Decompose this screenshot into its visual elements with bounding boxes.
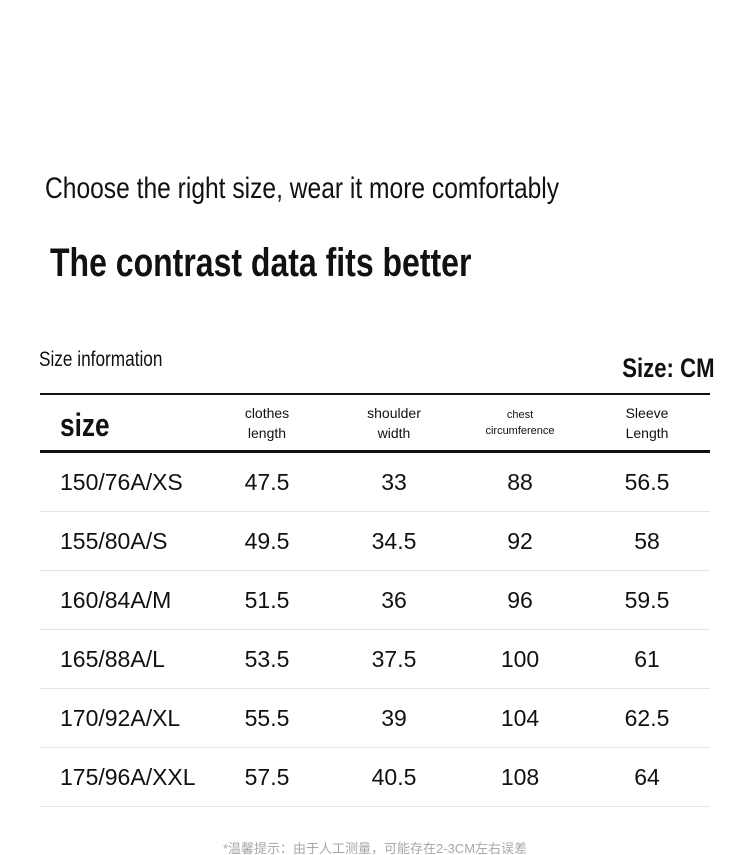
size-cell: 155/80A/S [60, 528, 168, 554]
table-body: 150/76A/XS 47.5 33 88 56.5 155/80A/S 49.5 34.5 9… [40, 453, 710, 807]
value-cell: 40.5 [371, 764, 417, 790]
header-line: length [247, 424, 287, 441]
value-cell: 57.5 [244, 764, 290, 790]
size-table: size clothes length shoulder width chest ci… [40, 395, 710, 807]
value-cell: 104 [500, 705, 540, 731]
header-sleeve-length: Sleeve Length [626, 395, 669, 450]
size-cell: 160/84A/M [60, 587, 172, 613]
value-cell: 49.5 [244, 528, 290, 554]
subheadline: The contrast data fits better [50, 241, 577, 286]
size-header-text: size [60, 407, 110, 443]
value-cell: 64 [634, 764, 660, 790]
table-row: 165/88A/L 53.5 37.5 100 61 [40, 630, 710, 689]
unit-label: Size: CM [602, 353, 715, 384]
section-label: Size information [39, 348, 190, 372]
header-line: clothes [244, 404, 290, 421]
value-cell: 34.5 [371, 528, 417, 554]
header-line: shoulder [367, 404, 421, 421]
size-cell: 170/92A/XL [60, 705, 181, 731]
size-cell: 175/96A/XXL [60, 764, 196, 790]
value-cell: 56.5 [624, 469, 670, 495]
value-cell: 55.5 [244, 705, 290, 731]
value-cell: 58 [634, 528, 660, 554]
header-line: chest [506, 408, 534, 421]
value-cell: 36 [381, 587, 407, 613]
value-cell: 53.5 [244, 646, 290, 672]
headline-text: Choose the right size, wear it more comf… [45, 172, 560, 205]
header-shoulder-width: shoulder width [367, 395, 421, 450]
value-cell: 108 [500, 764, 540, 790]
table-row: 155/80A/S 49.5 34.5 92 58 [40, 512, 710, 571]
table-row: 175/96A/XXL 57.5 40.5 108 64 [40, 748, 710, 807]
value-cell: 100 [500, 646, 540, 672]
table-top-divider [40, 393, 710, 395]
table-row: 170/92A/XL 55.5 39 104 62.5 [40, 689, 710, 748]
value-cell: 39 [381, 705, 407, 731]
value-cell: 47.5 [244, 469, 290, 495]
value-cell: 96 [507, 587, 533, 613]
value-cell: 88 [507, 469, 533, 495]
header-line: width [377, 424, 411, 441]
size-header: size [60, 407, 120, 444]
table-row: 160/84A/M 51.5 36 96 59.5 [40, 571, 710, 630]
table-header: size clothes length shoulder width chest ci… [40, 395, 710, 450]
header-chest-circumference: chest circumference [485, 395, 554, 450]
value-cell: 61 [634, 646, 660, 672]
value-cell: 33 [381, 469, 407, 495]
value-cell: 37.5 [371, 646, 417, 672]
value-cell: 51.5 [244, 587, 290, 613]
value-cell: 62.5 [624, 705, 670, 731]
footnote: *温馨提示：由于人工测量，可能存在2-3CM左右误差 [222, 841, 528, 855]
size-cell: 165/88A/L [60, 646, 165, 672]
headline: Choose the right size, wear it more comf… [45, 172, 672, 206]
unit-label-text: Size: CM [622, 353, 715, 383]
header-clothes-length: clothes length [245, 395, 289, 450]
header-line: Sleeve [625, 404, 669, 421]
header-line: circumference [485, 424, 555, 437]
section-label-text: Size information [39, 348, 163, 371]
header-divider [40, 450, 710, 453]
subheadline-text: The contrast data fits better [50, 241, 472, 285]
value-cell: 92 [507, 528, 533, 554]
value-cell: 59.5 [624, 587, 670, 613]
table-row: 150/76A/XS 47.5 33 88 56.5 [40, 453, 710, 512]
size-cell: 150/76A/XS [60, 469, 183, 495]
header-line: Length [625, 424, 669, 441]
